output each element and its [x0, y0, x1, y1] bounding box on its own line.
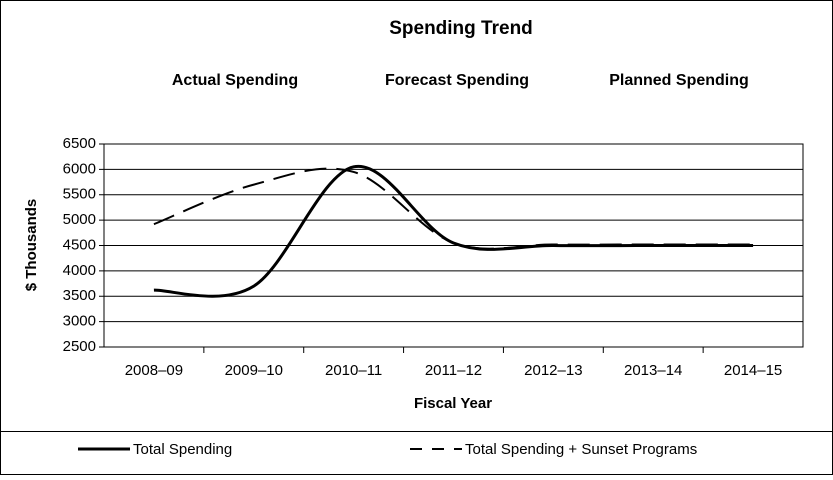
chart-title: Spending Trend [389, 18, 533, 39]
y-tick-label: 6500 [63, 135, 96, 152]
line-series [153, 167, 754, 250]
annotation: Actual Spending [172, 72, 298, 89]
x-tick-label: 2008–09 [125, 362, 183, 379]
chart-frame [0, 0, 833, 432]
y-tick-label: 4500 [63, 236, 96, 253]
x-tick-label: 2013–14 [624, 362, 682, 379]
annotation: Forecast Spending [385, 72, 529, 89]
y-tick-label: 5500 [63, 186, 96, 203]
legend-label: Total Spending + Sunset Programs [465, 441, 697, 458]
y-tick-label: 6000 [63, 160, 96, 177]
y-tick-label: 4000 [63, 262, 96, 279]
x-tick-label: 2011–12 [425, 362, 482, 379]
x-tick-label: 2012–13 [524, 362, 582, 379]
line-series [153, 164, 754, 298]
y-tick-label: 2500 [63, 338, 96, 355]
annotation: Planned Spending [609, 72, 749, 89]
x-tick-label: 2014–15 [724, 362, 782, 379]
x-tick-label: 2010–11 [325, 362, 382, 379]
y-axis-label: $ Thousands [23, 199, 40, 292]
x-axis-label: Fiscal Year [414, 395, 492, 412]
legend-label: Total Spending [133, 441, 232, 458]
y-tick-label: 3000 [63, 313, 96, 330]
x-tick-label: 2009–10 [225, 362, 283, 379]
y-tick-label: 5000 [63, 211, 96, 228]
y-tick-label: 3500 [63, 287, 96, 304]
legend-frame [0, 431, 833, 475]
